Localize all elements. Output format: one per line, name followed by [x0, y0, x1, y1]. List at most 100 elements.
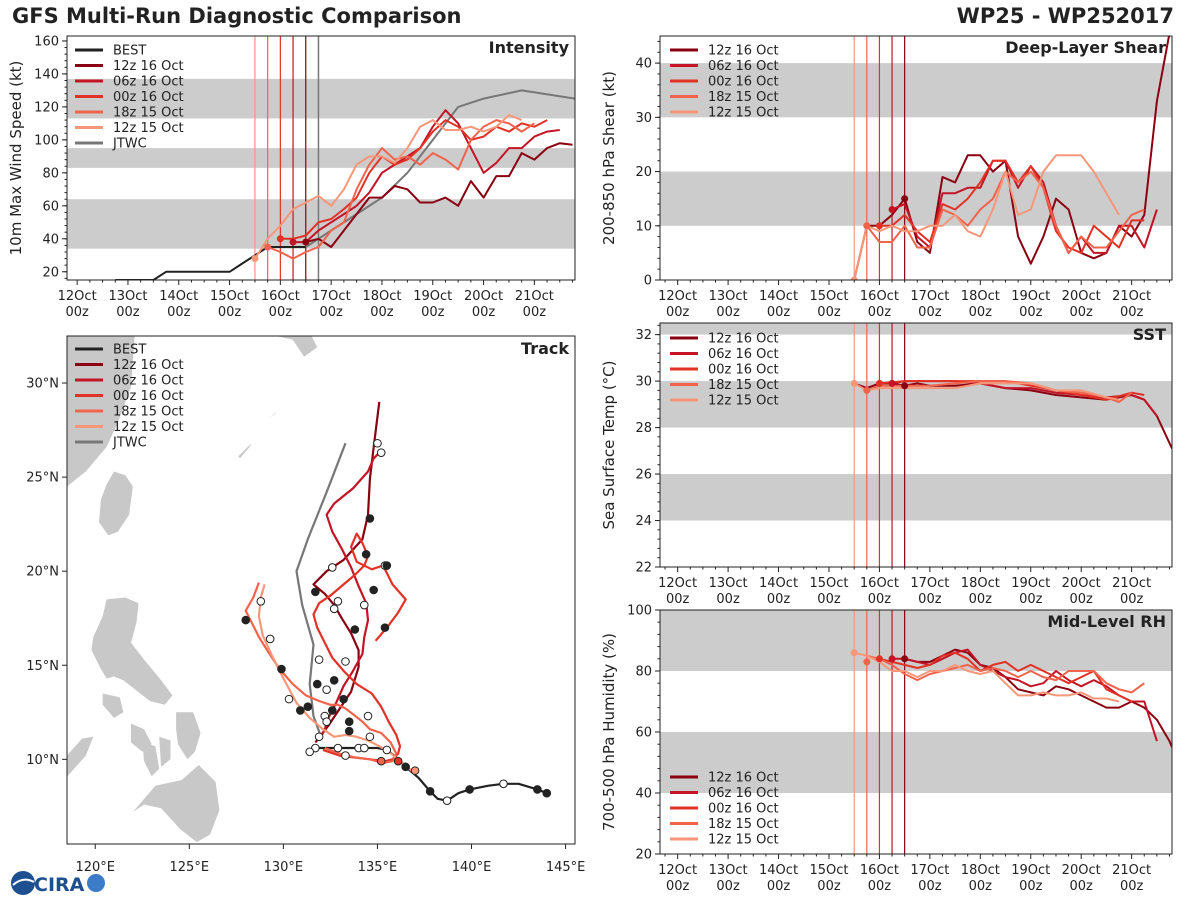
init-marker — [888, 655, 896, 663]
logo-swirl-icon — [12, 878, 35, 886]
legend-label: 18z 15 Oct — [708, 378, 779, 393]
track-position-marker — [284, 694, 294, 704]
x-tick-label-date: 18Oct — [961, 576, 1000, 591]
land-kyushu — [275, 336, 318, 357]
rh-panel: 2040608010012Oct00z13Oct00z14Oct00z15Oct… — [600, 604, 1173, 894]
legend-label: BEST — [113, 44, 146, 59]
land-cebu — [159, 736, 171, 767]
series-line-12z-15-oct — [254, 114, 523, 260]
y-axis-label: 700-500 hPa Humidity (%) — [600, 633, 618, 831]
y-tick-label: 60 — [42, 199, 59, 214]
x-tick-label-hour: 00z — [868, 305, 892, 320]
x-tick-label-hour: 00z — [969, 592, 993, 607]
land-negros — [142, 742, 160, 777]
track-line-12z-16-oct — [312, 401, 381, 744]
series-line-best — [115, 246, 306, 280]
track-position-marker — [305, 747, 315, 757]
gray-band — [660, 732, 1172, 793]
track-position-marker — [329, 604, 339, 614]
y-axis-label: Sea Surface Temp (°C) — [600, 360, 618, 529]
x-tick-label-date: 15Oct — [809, 863, 848, 878]
panel-title: Track — [521, 339, 569, 358]
track-position-marker — [363, 711, 373, 721]
x-tick-label-date: 14Oct — [759, 289, 798, 304]
y-tick-label: 25°N — [26, 471, 59, 486]
x-tick-label-date: 16Oct — [261, 289, 300, 304]
track-position-marker — [533, 785, 542, 794]
track-position-marker — [303, 702, 313, 711]
track-position-marker — [339, 694, 348, 704]
y-tick-label: 32 — [635, 328, 652, 343]
x-tick-label-date: 17Oct — [910, 576, 949, 591]
track-position-marker — [277, 664, 286, 674]
track-position-marker — [542, 788, 552, 798]
series-line-06z-16-oct — [293, 109, 560, 244]
plot-area — [660, 323, 1172, 567]
land-mindanao — [132, 765, 220, 843]
series-line-12z-15-oct — [853, 382, 1120, 401]
x-tick-label-hour: 00z — [472, 305, 496, 320]
logo-badge-icon — [87, 874, 105, 892]
series-line-jtwc — [305, 89, 575, 248]
track-position-marker — [344, 717, 354, 727]
y-axis-label: 10m Max Wind Speed (kt) — [7, 61, 25, 256]
x-tick-label: 145°E — [546, 860, 586, 875]
x-tick-label-hour: 00z — [218, 305, 242, 320]
series-line-12z-16-oct — [904, 648, 1172, 748]
x-tick-label-date: 18Oct — [961, 863, 1000, 878]
track-position-marker — [241, 615, 251, 625]
track-position-marker — [314, 732, 324, 742]
x-tick-label-date: 13Oct — [108, 289, 147, 304]
x-tick-label-date: 16Oct — [860, 576, 899, 591]
init-marker — [875, 379, 883, 387]
x-tick-label-hour: 00z — [666, 305, 690, 320]
x-tick-label-date: 15Oct — [809, 576, 848, 591]
x-tick-label-hour: 00z — [918, 305, 942, 320]
legend-label: 12z 16 Oct — [708, 771, 779, 786]
x-tick-label-date: 16Oct — [860, 289, 899, 304]
track-position-marker — [410, 766, 420, 775]
land-taiwan — [99, 471, 133, 536]
gray-band — [660, 171, 1172, 226]
y-tick-label: 60 — [635, 726, 652, 741]
legend-label: 18z 15 Oct — [113, 106, 184, 121]
y-tick-label: 15°N — [26, 659, 59, 674]
y-tick-label: 28 — [635, 421, 652, 436]
legend-label: 12z 15 Oct — [708, 833, 779, 848]
x-tick-label-hour: 00z — [1120, 879, 1144, 894]
x-tick-label-date: 12Oct — [658, 863, 697, 878]
legend-label: 00z 16 Oct — [113, 90, 184, 105]
logo-text: CIRA — [34, 874, 85, 896]
track-position-marker — [341, 751, 350, 760]
legend-label: 18z 15 Oct — [113, 405, 184, 420]
x-tick-label: 130°E — [264, 860, 304, 875]
axes-frame — [66, 35, 576, 281]
init-marker — [850, 379, 858, 387]
legend-label: 18z 15 Oct — [708, 817, 779, 832]
y-tick-label: 20 — [42, 265, 59, 280]
x-tick-label-hour: 00z — [767, 592, 791, 607]
track-position-marker — [322, 717, 331, 727]
track-position-marker — [322, 685, 331, 695]
x-tick-label-hour: 00z — [817, 305, 841, 320]
y-tick-label: 20 — [635, 848, 652, 863]
x-tick-label-date: 20Oct — [1062, 576, 1101, 591]
track-position-marker — [256, 596, 266, 606]
x-tick-label-date: 18Oct — [362, 289, 401, 304]
land-luzon — [91, 597, 173, 705]
track-line-06z-16-oct — [318, 450, 382, 741]
init-marker — [863, 386, 871, 394]
track-position-marker — [380, 623, 390, 632]
y-tick-label: 160 — [34, 34, 59, 49]
axes-frame — [66, 335, 576, 845]
track-position-marker — [327, 563, 337, 572]
init-marker — [901, 382, 909, 390]
x-tick-label-date: 19Oct — [1011, 863, 1050, 878]
legend-label: 00z 16 Oct — [708, 363, 779, 378]
plot-area — [660, 36, 1172, 280]
legend-label: 12z 16 Oct — [113, 59, 184, 74]
x-tick-label: 135°E — [358, 860, 398, 875]
track-position-marker — [350, 625, 360, 634]
land-samar_leyte — [176, 712, 201, 760]
map-area — [67, 336, 552, 843]
